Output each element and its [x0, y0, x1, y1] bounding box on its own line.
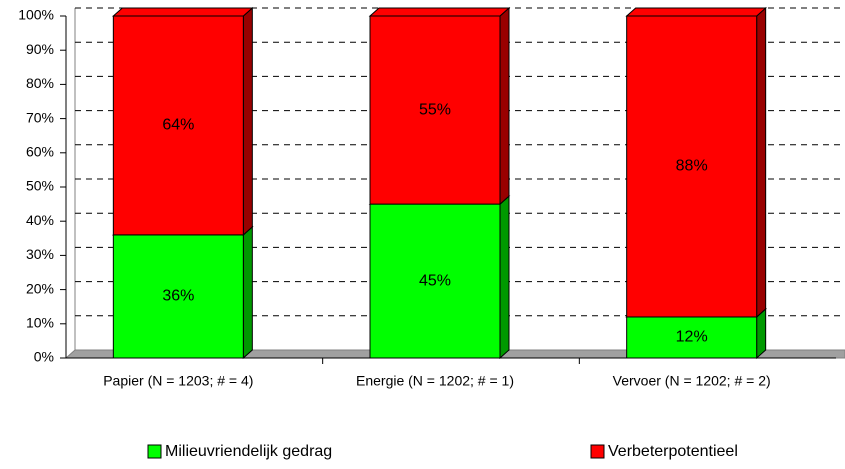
- bar: [369, 15, 501, 205]
- bar: [626, 316, 758, 359]
- bar-side: [756, 6, 767, 319]
- bar-top: [625, 7, 767, 17]
- bar-top: [112, 7, 254, 17]
- y-tick-label: 60%: [26, 144, 54, 160]
- y-tick-label: 0%: [34, 349, 54, 365]
- bar: [626, 15, 758, 318]
- data-label: 64%: [162, 117, 194, 134]
- y-tick-label: 40%: [26, 212, 54, 228]
- y-tick-label: 70%: [26, 109, 54, 125]
- y-tick-label: 80%: [26, 75, 54, 91]
- data-label: 36%: [162, 288, 194, 305]
- bar: [369, 203, 501, 359]
- legend-swatch: [590, 444, 605, 459]
- bar-side: [242, 6, 253, 236]
- bar-side: [499, 6, 510, 206]
- legend-label: Milieuvriendelijk gedrag: [165, 443, 332, 460]
- y-tick-label: 100%: [18, 7, 54, 23]
- data-label: 88%: [676, 158, 708, 175]
- y-tick-label: 50%: [26, 178, 54, 194]
- y-tick-label: 30%: [26, 246, 54, 262]
- bar: [112, 234, 244, 359]
- bar: [112, 15, 244, 236]
- x-tick-label: Vervoer (N = 1202; # = 2): [613, 373, 771, 389]
- legend-label: Verbeterpotentieel: [608, 443, 738, 460]
- legend-swatch: [147, 444, 162, 459]
- bar-side: [242, 225, 253, 360]
- data-label: 12%: [676, 329, 708, 346]
- data-label: 45%: [419, 272, 451, 289]
- y-tick-label: 20%: [26, 280, 54, 296]
- x-tick-label: Energie (N = 1202; # = 1): [356, 373, 514, 389]
- x-tick-label: Papier (N = 1203; # = 4): [103, 373, 253, 389]
- bar-top: [368, 7, 511, 17]
- y-tick-label: 90%: [26, 41, 54, 57]
- y-tick-label: 10%: [26, 315, 54, 331]
- data-label: 55%: [419, 101, 451, 118]
- bar-side: [499, 194, 510, 360]
